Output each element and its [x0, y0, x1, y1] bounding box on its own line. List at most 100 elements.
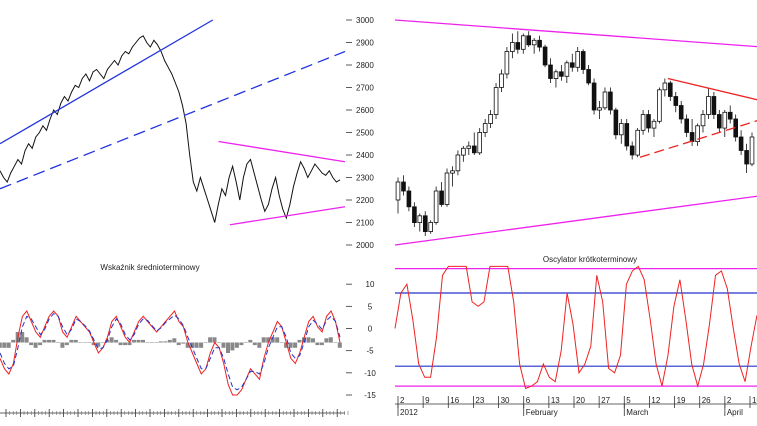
candle-body	[455, 154, 461, 172]
indicator-histogram-bar	[100, 342, 105, 343]
candle-body	[673, 96, 679, 106]
long-term-trendline-2	[218, 140, 346, 163]
indicator-histogram-bar	[64, 342, 69, 346]
indicator-histogram-bar	[266, 337, 271, 343]
candle-body	[657, 89, 662, 122]
candle-body	[450, 170, 455, 174]
time-axis-tick-label: 13	[551, 396, 560, 405]
price-axis-tick-label: 2700	[356, 84, 374, 93]
time-axis-tick-label: 26	[702, 396, 711, 405]
candle-body	[433, 190, 439, 223]
indicator-histogram-bar	[33, 342, 38, 348]
candle-body	[406, 190, 412, 208]
price-axis-tick-label: 2100	[356, 219, 374, 228]
candle-body	[548, 64, 553, 79]
long-term-trendline-0	[0, 19, 214, 145]
indicator-histogram-bar	[158, 341, 163, 343]
candle-body	[684, 118, 689, 133]
indicator-histogram-bar	[42, 339, 47, 343]
candle-body	[417, 215, 423, 224]
month-label: April	[727, 408, 743, 417]
price-axis-tick-label: 2400	[356, 151, 374, 160]
candle-body	[444, 172, 450, 205]
indicator-histogram-bar	[0, 342, 2, 348]
candle-body	[662, 82, 668, 91]
indicator-histogram-bar	[257, 342, 262, 348]
candle-body	[510, 42, 515, 52]
indicator-histogram-bar	[319, 342, 324, 346]
candle-body	[493, 87, 499, 115]
indicator-histogram-bar	[145, 342, 150, 343]
indicator-histogram-bar	[306, 337, 311, 343]
short-term-trendline-0	[394, 19, 757, 48]
oscillator-axis-tick-label: 10	[366, 280, 375, 289]
indicator-histogram-bar	[203, 342, 208, 343]
candle-body	[706, 96, 711, 115]
time-axis-tick-label: 12	[651, 396, 660, 405]
indicator-histogram-bar	[20, 332, 25, 343]
candle-body	[559, 71, 564, 77]
candle-body	[624, 123, 630, 147]
candle-body	[542, 46, 548, 66]
long-term-price-panel	[0, 19, 346, 226]
candle-body	[619, 123, 624, 136]
indicator-histogram-bar	[141, 339, 145, 343]
price-axis: 3000 2900 2800 2700 2600 2500 2400 2300 2200 2100…	[346, 16, 374, 250]
time-axis-tick-label: 2	[727, 396, 732, 405]
price-axis-tick-label: 2500	[356, 129, 374, 138]
long-term-trendline-3	[229, 206, 346, 226]
indicator-histogram-bar	[149, 342, 154, 343]
indicator-histogram-bar	[275, 337, 280, 343]
indicator-histogram-bar	[248, 339, 253, 343]
indicator-histogram-bar	[185, 342, 190, 348]
time-axis-tick-label: 2	[400, 396, 405, 405]
candle-body	[613, 109, 619, 136]
indicator-histogram-bar	[132, 339, 136, 343]
indicator-histogram-bar	[328, 337, 333, 343]
indicator-histogram-bar	[29, 342, 34, 346]
indicator-histogram-bar	[315, 342, 320, 346]
indicator-histogram-bar	[154, 342, 159, 343]
indicator-histogram-bar	[109, 337, 114, 343]
month-label: 2012	[400, 408, 418, 417]
indicator-histogram-bar	[181, 342, 186, 344]
price-axis-tick-label: 3000	[356, 16, 374, 25]
time-axis-tick-label: 6	[526, 396, 531, 405]
candle-body	[602, 91, 608, 109]
indicator-histogram-bar	[176, 342, 181, 346]
indicator-histogram-bar	[270, 337, 275, 343]
candle-body	[553, 71, 559, 80]
candle-body	[504, 51, 510, 75]
indicator-histogram-bar	[123, 342, 128, 346]
long-term-price-line	[0, 35, 341, 223]
oscillator-line	[394, 265, 757, 390]
candle-body	[564, 62, 570, 77]
candle-body	[646, 114, 651, 129]
candle-body	[439, 190, 444, 205]
indicator-histogram-bar	[212, 337, 217, 343]
time-axis-tick-label: 19	[677, 396, 686, 405]
indicator-histogram-bar	[78, 342, 83, 343]
candle-body	[488, 114, 493, 124]
indicator-histogram-bar	[239, 342, 244, 346]
candle-body	[727, 111, 733, 120]
candle-body	[428, 222, 433, 232]
indicator-histogram-bar	[47, 339, 51, 343]
candle-body	[531, 39, 537, 46]
candle-body	[744, 150, 749, 165]
indicator-histogram-bar	[190, 342, 195, 348]
candle-body	[722, 111, 728, 129]
indicator-histogram-bar	[324, 338, 329, 343]
candle-body	[689, 132, 695, 142]
oscillator-axis-tick-label: -5	[366, 347, 374, 356]
month-label: March	[626, 408, 648, 417]
candle-body	[537, 39, 542, 48]
candle-body	[477, 132, 482, 154]
indicator-histogram-bar	[230, 342, 235, 351]
indicator-histogram-bar	[288, 342, 293, 348]
indicator-histogram-bar	[293, 342, 298, 348]
indicator-histogram-bar	[311, 338, 315, 343]
candle-body	[422, 215, 428, 233]
candle-body	[640, 114, 646, 131]
